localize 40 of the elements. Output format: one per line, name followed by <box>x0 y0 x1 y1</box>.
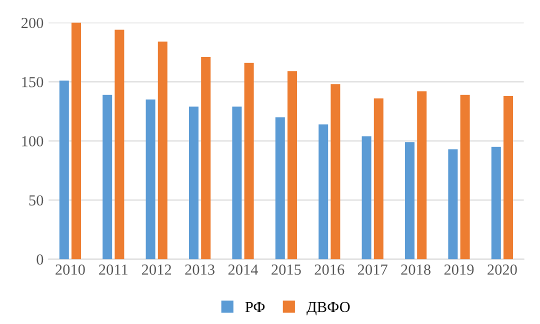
bar <box>244 62 254 260</box>
x-tick-label: 2012 <box>142 264 172 275</box>
x-tick-label: 2020 <box>488 264 517 275</box>
x-tick-label: 2015 <box>272 264 301 275</box>
bar <box>158 42 168 260</box>
bar <box>448 149 458 260</box>
x-tick-label: 2016 <box>314 264 344 275</box>
x-tick-label: 2019 <box>444 264 474 275</box>
bar <box>362 136 372 260</box>
bar <box>318 124 328 260</box>
bar <box>146 100 156 260</box>
bar <box>114 30 124 260</box>
x-tick-label: 2017 <box>358 264 388 275</box>
y-tick-label: 50 <box>29 195 44 206</box>
bar <box>189 106 199 260</box>
y-tick-label: 0 <box>36 254 44 265</box>
y-tick-label: 150 <box>22 76 44 88</box>
x-tick-label: 2011 <box>99 264 128 275</box>
x-tick-label: 2010 <box>56 264 85 275</box>
bar <box>275 117 285 260</box>
legend-label: ДВФО <box>306 302 350 316</box>
y-tick-label: 200 <box>21 18 44 28</box>
x-tick-label: 2018 <box>401 264 430 275</box>
bar <box>102 94 112 260</box>
bar <box>71 22 81 260</box>
bar <box>287 71 297 260</box>
legend-label: РФ <box>245 302 265 312</box>
bar <box>405 142 415 260</box>
bar <box>491 146 501 260</box>
bar <box>417 91 427 260</box>
x-tick-label: 2014 <box>228 264 258 275</box>
bar <box>201 56 211 260</box>
bar <box>374 98 384 260</box>
y-tick-label: 100 <box>22 136 44 146</box>
bar <box>503 96 513 260</box>
bar <box>330 84 340 260</box>
bar <box>460 94 470 260</box>
bar <box>232 106 242 260</box>
bar <box>59 80 69 260</box>
x-tick-label: 2013 <box>185 264 214 275</box>
